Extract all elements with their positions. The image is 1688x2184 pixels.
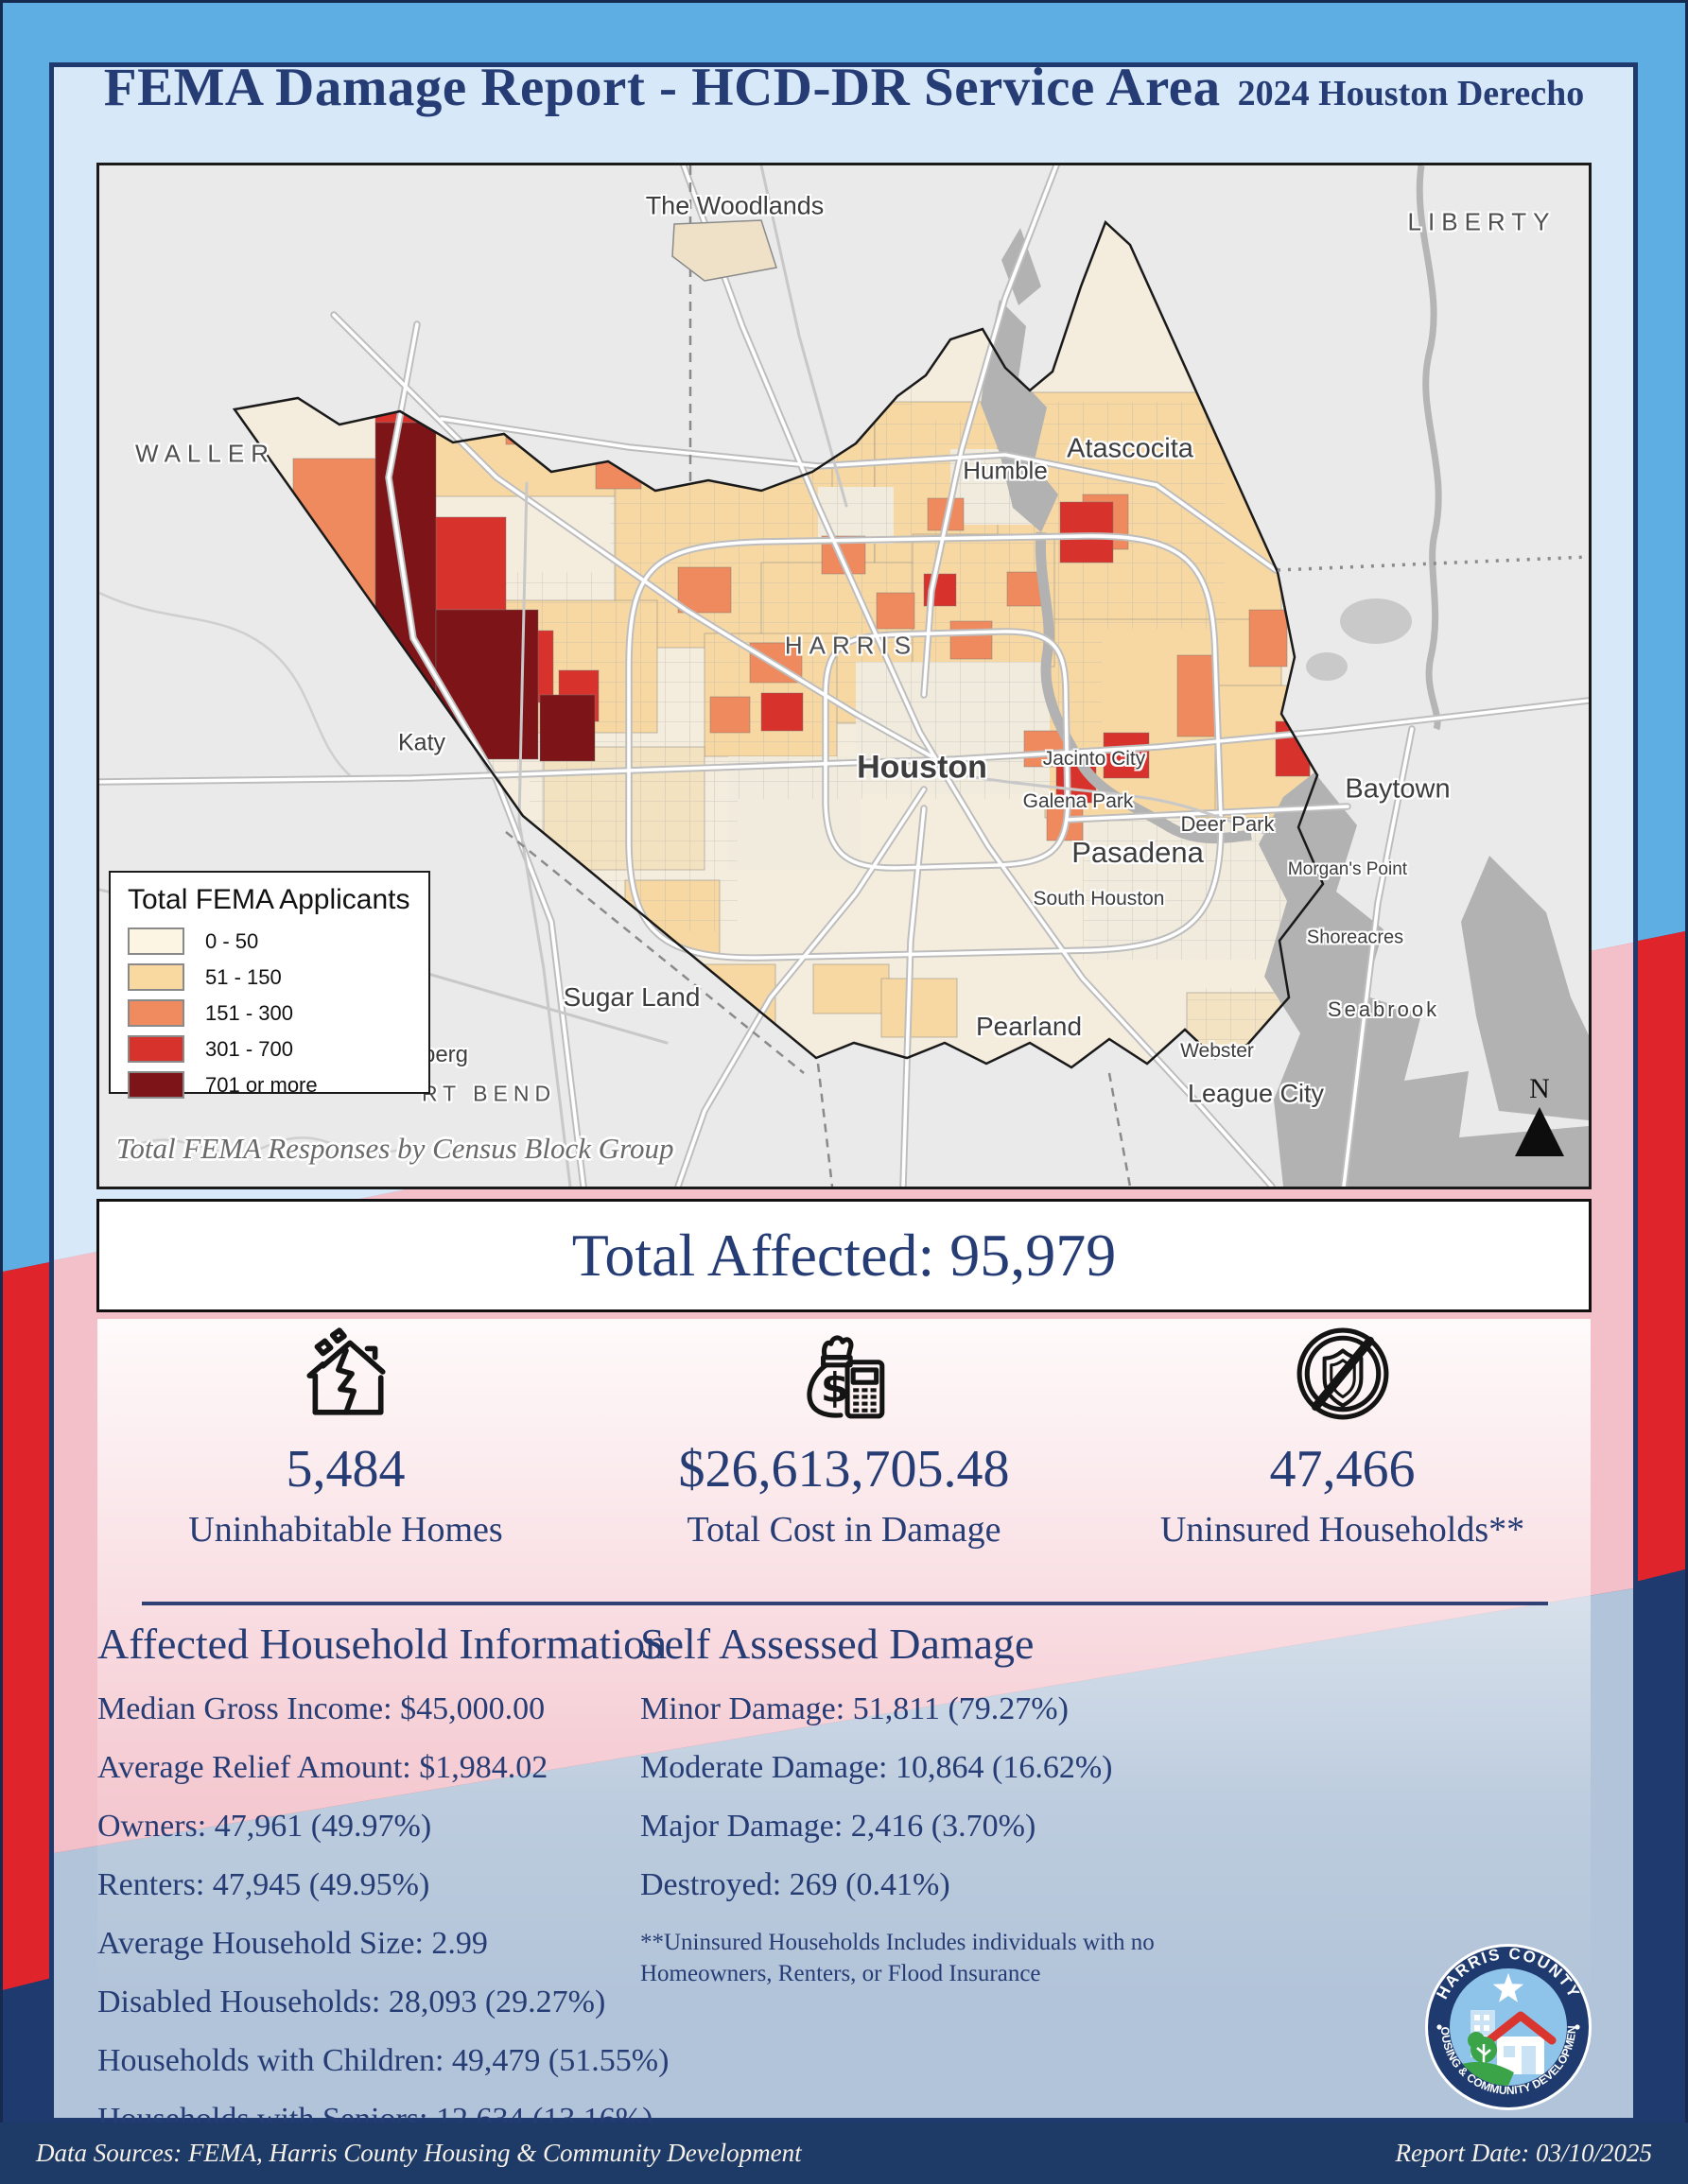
total-affected-value: Total Affected: 95,979 (571, 1222, 1117, 1289)
legend-item: 51 - 150 (128, 963, 428, 991)
info-item: Moderate Damage: 10,864 (16.62%) (640, 1750, 1113, 1785)
map-caption: Total FEMA Responses by Census Block Gro… (116, 1132, 674, 1165)
info-item: Destroyed: 269 (0.41%) (640, 1867, 950, 1902)
map-label: Pasadena (1071, 836, 1204, 869)
legend-item: 0 - 50 (128, 927, 428, 955)
boundary-lines (233, 165, 1589, 1187)
uninsured-footnote: **Uninsured Households Includes individu… (640, 1930, 1155, 1986)
legend-swatch-icon (128, 963, 184, 991)
legend-label: 301 - 700 (205, 1036, 293, 1061)
info-item: Major Damage: 2,416 (3.70%) (640, 1809, 1036, 1844)
map-label: Baytown (1345, 773, 1451, 805)
harris-county-hcd-logo: HARRIS COUNTY HOUSING & COMMUNITY DEVELO… (1423, 1942, 1592, 2110)
legend-swatch-icon (128, 1035, 184, 1063)
report-date-text: Report Date: 03/10/2025 (1395, 2139, 1652, 2167)
map-label: Webster (1180, 1040, 1254, 1062)
stat-label: Total Cost in Damage (687, 1510, 1001, 1550)
map-label: Katy (397, 729, 446, 756)
north-label: N (1529, 1073, 1550, 1104)
stat-label: Uninsured Households** (1159, 1510, 1525, 1550)
legend-label: 701 or more (205, 1072, 318, 1097)
legend-label: 151 - 300 (205, 1000, 293, 1025)
map-label: Galena Park (1022, 790, 1134, 812)
info-item: Median Gross Income: $45,000.00 (97, 1691, 546, 1726)
map-label: HARRIS (784, 631, 918, 660)
info-item: Disabled Households: 28,093 (29.27%) (97, 1985, 606, 2019)
svg-text:$: $ (820, 1365, 848, 1413)
map-label: WALLER (135, 439, 275, 468)
map-legend-items: 0 - 50 51 - 150 151 - 300 301 - 700 701 or m… (128, 927, 428, 1099)
legend-item: 301 - 700 (128, 1035, 428, 1063)
map-label: Atascocita (1067, 433, 1193, 464)
summary-stats: 5,484 Uninhabitable Homes $ $26,613,705.… (96, 1326, 1592, 1551)
map-label: South Houston (1033, 888, 1165, 910)
map-label: Jacinto City (1042, 748, 1146, 770)
map-label: LIBERTY (1407, 207, 1557, 236)
map-label: Seabrook (1327, 997, 1440, 1021)
legend-swatch-icon (128, 999, 184, 1027)
map-label: Shoreacres (1306, 927, 1404, 948)
map-label: Houston (857, 749, 987, 786)
affected-household-section: Affected Household Information Median Gr… (97, 1619, 669, 2149)
info-item: Average Relief Amount: $1,984.02 (97, 1750, 548, 1785)
data-sources-text: Data Sources: FEMA, Harris County Housin… (36, 2139, 802, 2167)
household-info-list: Median Gross Income: $45,000.00 Average R… (97, 1680, 669, 2149)
map-label: League City (1187, 1079, 1325, 1108)
damage-list: Minor Damage: 51,811 (79.27%) Moderate Da… (640, 1680, 1170, 1915)
legend-label: 51 - 150 (205, 964, 282, 989)
info-item: Owners: 47,961 (49.97%) (97, 1809, 432, 1844)
info-item: Renters: 47,945 (49.95%) (97, 1867, 430, 1902)
map-label: RT BEND (421, 1081, 557, 1106)
damage-map: The Woodlands LIBERTY WALLER Atascocita Humb… (96, 163, 1592, 1189)
no-insurance-icon (1296, 1327, 1388, 1420)
north-arrow-icon (1515, 1107, 1564, 1156)
legend-title: Total FEMA Applicants (128, 884, 410, 915)
legend-item: 151 - 300 (128, 999, 428, 1027)
stat-value: 47,466 (1269, 1440, 1416, 1499)
stat-uninhabitable-homes: 5,484 Uninhabitable Homes (96, 1326, 595, 1551)
map-label: Pearland (975, 1012, 1083, 1041)
map-label: The Woodlands (645, 191, 825, 220)
stat-value: $26,613,705.48 (678, 1440, 1010, 1499)
total-affected-banner: Total Affected: 95,979 (96, 1199, 1592, 1312)
map-label: Sugar Land (563, 982, 701, 1012)
page-subtitle: 2024 Houston Derecho (1237, 74, 1585, 113)
stat-label: Uninhabitable Homes (188, 1510, 503, 1550)
legend-swatch-icon (128, 1071, 184, 1099)
page-title: FEMA Damage Report - HCD-DR Service Area (103, 58, 1221, 117)
damaged-house-icon (305, 1327, 386, 1415)
self-assessed-damage-section: Self Assessed Damage Minor Damage: 51,81… (640, 1619, 1170, 1989)
legend-label: 0 - 50 (205, 928, 259, 953)
info-item: Households with Children: 49,479 (51.55%… (97, 2043, 670, 2078)
report-header: FEMA Damage Report - HCD-DR Service Area… (55, 57, 1633, 118)
legend-item: 701 or more (128, 1071, 428, 1099)
north-arrow: N (1506, 1073, 1573, 1156)
stats-panel-backdrop (97, 1319, 1591, 2121)
report-footer: Data Sources: FEMA, Harris County Housin… (0, 2123, 1688, 2184)
stat-value: 5,484 (286, 1440, 406, 1499)
map-label: Morgan's Point (1287, 859, 1408, 879)
stat-uninsured-households: 47,466 Uninsured Households** (1093, 1326, 1592, 1551)
info-item: Average Household Size: 2.99 (97, 1926, 488, 1961)
map-legend: Total FEMA Applicants 0 - 50 51 - 150 151 … (109, 871, 430, 1099)
map-label: Deer Park (1180, 812, 1275, 836)
section-title: Self Assessed Damage (640, 1620, 1035, 1668)
section-divider (142, 1602, 1548, 1605)
legend-swatch-icon (128, 927, 184, 955)
money-calculator-icon: $ (806, 1335, 884, 1419)
stat-total-cost: $ $26,613,705.48 Total Cost in Damage (595, 1326, 1093, 1551)
section-title: Affected Household Information (97, 1620, 668, 1668)
info-item: Minor Damage: 51,811 (79.27%) (640, 1691, 1069, 1726)
map-label: Humble (963, 456, 1048, 485)
